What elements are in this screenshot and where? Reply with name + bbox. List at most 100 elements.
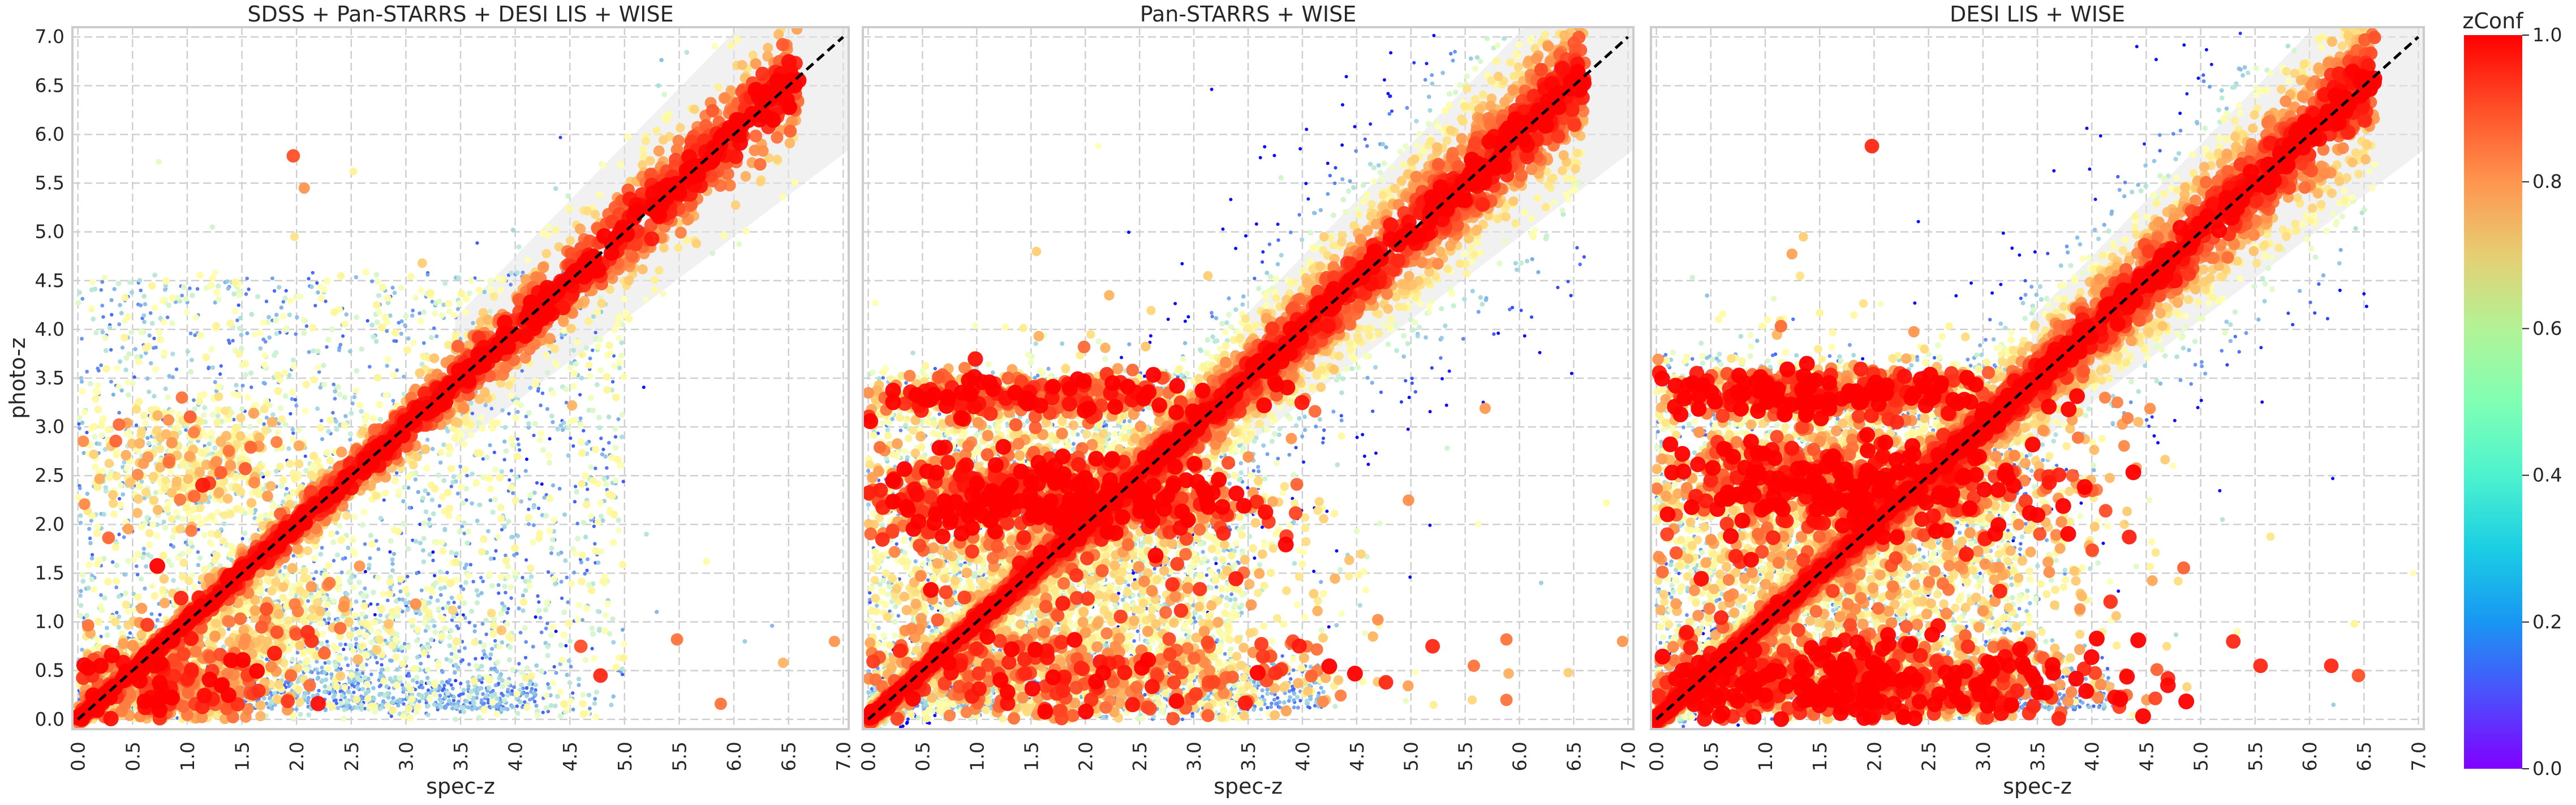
data-point (594, 466, 597, 470)
data-point (236, 292, 243, 299)
data-point (117, 322, 122, 327)
data-point (77, 426, 82, 431)
data-point (140, 412, 148, 419)
data-point (141, 313, 147, 318)
data-point (93, 560, 101, 568)
data-point (289, 657, 295, 663)
data-point (642, 386, 646, 389)
data-point (477, 686, 482, 691)
data-point (79, 589, 83, 593)
data-point (377, 417, 383, 422)
data-point (221, 406, 230, 416)
data-point (403, 323, 407, 328)
data-point (659, 135, 668, 145)
data-point (618, 352, 625, 359)
data-point (165, 394, 171, 401)
data-point (583, 534, 588, 539)
data-point (350, 627, 355, 632)
data-point (521, 576, 524, 580)
data-point (196, 271, 204, 279)
data-point (169, 534, 176, 541)
data-point (551, 344, 560, 353)
data-point (548, 703, 554, 708)
data-point (580, 618, 584, 622)
data-point (515, 533, 521, 538)
data-point (546, 527, 553, 534)
data-point (594, 690, 600, 695)
data-point (551, 516, 557, 524)
data-point (320, 286, 328, 293)
data-point (162, 287, 167, 292)
data-point (336, 705, 341, 710)
data-point (449, 485, 453, 489)
data-point (577, 422, 584, 429)
data-point (429, 637, 434, 643)
data-point (372, 301, 381, 309)
data-point (521, 691, 525, 696)
data-point (373, 339, 379, 344)
data-point (431, 558, 435, 563)
data-point (234, 383, 239, 388)
data-point (511, 491, 515, 495)
data-point (424, 610, 433, 619)
data-point (457, 289, 466, 298)
data-point (432, 624, 437, 628)
data-point (163, 386, 168, 391)
data-point (588, 356, 592, 361)
data-point (341, 334, 345, 338)
data-point (442, 585, 448, 590)
data-point (385, 329, 389, 333)
data-point (418, 287, 425, 294)
data-point (596, 414, 602, 421)
data-point (489, 583, 495, 589)
data-point (600, 518, 605, 523)
data-point (373, 613, 377, 616)
data-point (712, 6, 717, 10)
data-point (385, 641, 390, 646)
data-point (134, 423, 139, 427)
data-point (268, 695, 272, 700)
data-point (480, 622, 485, 626)
data-point (362, 268, 370, 276)
data-point (441, 442, 446, 447)
data-point (209, 274, 216, 282)
data-point (558, 642, 564, 648)
data-point (213, 289, 221, 296)
data-point (359, 642, 367, 650)
data-point (501, 607, 506, 613)
data-point (354, 636, 359, 641)
data-point (391, 696, 395, 700)
data-point (448, 658, 454, 664)
data-point (592, 524, 596, 528)
data-point (539, 403, 543, 408)
data-point (209, 411, 216, 418)
data-point (487, 286, 494, 293)
data-point (612, 477, 619, 484)
data-point (306, 712, 312, 718)
data-point (264, 299, 269, 303)
data-point (221, 644, 226, 649)
data-point (727, 41, 736, 49)
data-point (425, 624, 431, 631)
data-point (593, 542, 597, 546)
data-point (521, 270, 525, 275)
data-point (386, 590, 394, 598)
data-point (532, 523, 536, 528)
data-point (325, 611, 332, 617)
data-point (274, 312, 279, 317)
data-point (195, 287, 200, 291)
data-point (341, 320, 349, 328)
data-point (259, 471, 264, 477)
data-point (209, 224, 216, 230)
data-point (433, 573, 437, 577)
data-point (465, 572, 472, 580)
data-point (325, 640, 329, 644)
data-point (398, 589, 403, 594)
data-point (236, 303, 240, 307)
data-point (78, 520, 83, 525)
data-point (349, 536, 356, 543)
data-point (88, 541, 93, 546)
data-point (476, 674, 482, 679)
data-point (442, 280, 448, 286)
data-point (568, 580, 575, 588)
